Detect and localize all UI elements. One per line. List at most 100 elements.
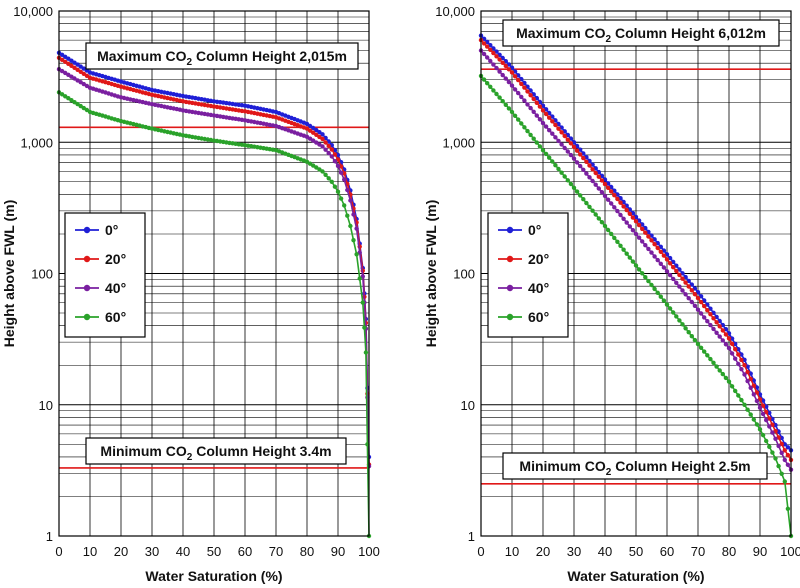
- data-point: [636, 267, 642, 272]
- data-point: [522, 98, 527, 103]
- data-point: [779, 450, 784, 456]
- data-point: [525, 102, 530, 107]
- data-point: [503, 63, 508, 69]
- data-point: [509, 109, 515, 115]
- data-point: [491, 50, 496, 56]
- data-point: [494, 54, 499, 59]
- data-point: [494, 91, 499, 97]
- x-tick-labels-right: 0 10 20 30 40 50 60 70 80 90 100: [477, 544, 800, 559]
- data-point: [488, 84, 493, 90]
- x-tick-label: 60: [238, 544, 252, 559]
- data-point: [320, 144, 325, 149]
- data-point: [528, 132, 533, 138]
- data-point: [683, 326, 688, 331]
- data-point: [649, 250, 654, 255]
- data-point: [335, 189, 341, 194]
- data-point: [599, 220, 605, 225]
- data-point: [481, 51, 487, 57]
- data-point: [686, 296, 691, 301]
- data-point: [674, 314, 679, 319]
- series-40deg: [478, 48, 794, 472]
- data-point: [767, 444, 772, 449]
- data-point: [506, 67, 512, 72]
- y-axis-title-left: Height above FWL (m): [1, 200, 17, 348]
- data-point: [618, 200, 623, 205]
- data-point: [767, 424, 772, 429]
- data-point: [602, 193, 608, 199]
- y-axis-title-right: Height above FWL (m): [423, 200, 439, 348]
- data-point: [742, 372, 747, 377]
- data-point: [599, 190, 605, 195]
- data-point: [742, 357, 747, 362]
- data-point: [509, 70, 515, 75]
- data-point: [739, 367, 744, 372]
- data-point: [615, 196, 620, 202]
- data-point: [332, 184, 338, 189]
- data-point: [326, 143, 331, 149]
- data-point: [338, 196, 344, 201]
- data-point: [362, 325, 367, 330]
- data-point: [311, 125, 316, 131]
- data-point: [323, 140, 328, 145]
- data-point: [655, 290, 660, 295]
- data-point: [702, 315, 707, 320]
- y-tick-label: 10: [461, 398, 475, 413]
- data-point: [485, 55, 490, 60]
- data-point: [757, 405, 763, 410]
- data-point: [726, 345, 732, 351]
- data-point: [562, 174, 567, 179]
- data-point: [587, 163, 592, 168]
- data-point: [612, 193, 617, 198]
- data-point: [649, 282, 654, 288]
- data-point: [314, 132, 319, 137]
- data-point: [661, 253, 667, 258]
- data-point: [714, 364, 719, 369]
- legend-swatch-marker: [83, 255, 91, 263]
- data-point: [630, 215, 636, 220]
- data-point: [354, 226, 359, 231]
- data-point: [689, 334, 694, 339]
- data-point: [729, 341, 735, 346]
- y-tick-label: 10: [39, 398, 53, 413]
- legend-label: 60°: [528, 309, 549, 325]
- data-point: [550, 131, 555, 136]
- y-tick-labels-right: 1 10 100 1,000 10,000: [435, 4, 475, 544]
- data-point: [500, 99, 505, 104]
- data-point: [742, 363, 747, 368]
- data-point: [537, 117, 543, 122]
- data-point: [714, 320, 719, 325]
- x-tick-label: 10: [505, 544, 519, 559]
- data-point: [754, 398, 760, 404]
- x-tick-label: 50: [629, 544, 643, 559]
- data-point: [698, 311, 704, 316]
- legend-label: 0°: [105, 222, 118, 238]
- data-point: [590, 167, 595, 172]
- data-point: [624, 251, 629, 256]
- legend-right: 0° 20° 40° 60°: [487, 212, 569, 338]
- data-point: [729, 351, 735, 356]
- data-point: [556, 126, 561, 131]
- data-point: [519, 121, 524, 126]
- data-point: [757, 427, 763, 432]
- data-point: [574, 160, 580, 165]
- data-point: [540, 148, 546, 153]
- data-point: [547, 115, 552, 120]
- data-point: [345, 213, 350, 218]
- data-point: [488, 58, 493, 64]
- data-point: [360, 300, 365, 305]
- data-point: [729, 384, 735, 389]
- data-point: [618, 243, 623, 248]
- data-point: [667, 261, 673, 266]
- data-point: [584, 159, 589, 164]
- data-point: [491, 62, 496, 67]
- data-point: [760, 432, 766, 438]
- data-point: [776, 463, 781, 469]
- data-point: [556, 138, 561, 144]
- plot-frame-right: [480, 10, 792, 537]
- series-40deg: [56, 67, 372, 469]
- data-point: [720, 371, 725, 377]
- data-point: [556, 166, 561, 172]
- y-tick-label: 100: [453, 267, 475, 282]
- data-point: [550, 119, 555, 124]
- data-point: [689, 288, 694, 293]
